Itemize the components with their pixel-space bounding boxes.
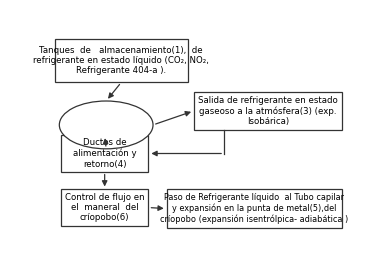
Text: Salida de refrigerante en estado
gaseoso a la atmósfera(3) (exp.
Isobárica): Salida de refrigerante en estado gaseoso…	[198, 96, 338, 126]
Ellipse shape	[59, 101, 153, 149]
Text: Tanques  de   almacenamiento(1),  de
refrigerante en estado líquido (CO₂, NO₂,
R: Tanques de almacenamiento(1), de refrige…	[34, 46, 209, 75]
FancyBboxPatch shape	[167, 189, 342, 228]
Text: Control de flujo en
el  maneral  del
críopobo(6): Control de flujo en el maneral del críop…	[65, 193, 144, 222]
Text: Ductos de
alimentación y
retorno(4): Ductos de alimentación y retorno(4)	[73, 138, 136, 169]
FancyBboxPatch shape	[194, 92, 342, 130]
FancyBboxPatch shape	[61, 135, 149, 172]
FancyBboxPatch shape	[61, 189, 149, 226]
Text: Paso de Refrigerante líquido  al Tubo capilar
y expansión en la punta de metal(5: Paso de Refrigerante líquido al Tubo cap…	[160, 193, 348, 224]
FancyBboxPatch shape	[55, 39, 188, 82]
